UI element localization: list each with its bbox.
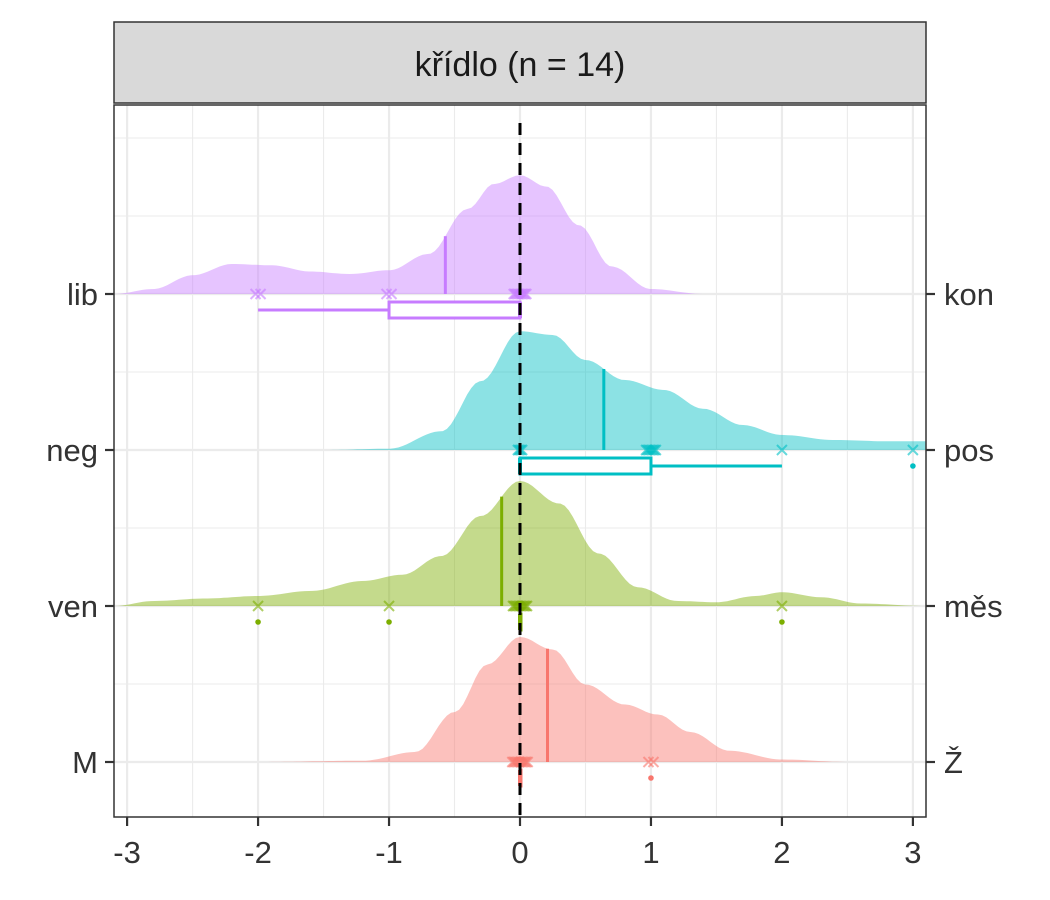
y-label-right: měs (944, 589, 1003, 624)
data-point (642, 756, 655, 768)
data-point (647, 756, 660, 768)
boxplot-outlier (910, 463, 916, 469)
boxplot-outlier (779, 619, 785, 625)
x-tick-label: -2 (244, 835, 272, 870)
y-label-left: lib (67, 277, 98, 312)
x-tick-label: -3 (113, 835, 141, 870)
data-point (907, 444, 919, 456)
boxplot-box (518, 456, 653, 476)
data-point (521, 756, 534, 768)
x-tick-label: 2 (773, 835, 790, 870)
x-tick-label: -1 (375, 835, 403, 870)
data-point (650, 444, 662, 456)
data-point (383, 600, 395, 612)
data-point (380, 288, 393, 300)
data-point (254, 288, 267, 300)
data-point (776, 600, 788, 612)
y-label-right: pos (944, 433, 994, 468)
data-point (520, 288, 533, 300)
data-point (252, 600, 264, 612)
data-point (776, 444, 788, 456)
y-label-left: ven (48, 589, 98, 624)
y-label-right: Ž (944, 745, 963, 780)
density-area (114, 637, 926, 762)
x-tick-label: 0 (511, 835, 528, 870)
data-point (521, 600, 533, 612)
boxplot-outlier (255, 619, 261, 625)
data-point (385, 288, 398, 300)
y-label-right: kon (944, 277, 994, 312)
data-point (249, 288, 262, 300)
y-label-left: neg (46, 433, 98, 468)
boxplot-box (387, 300, 522, 320)
x-tick-label: 3 (904, 835, 921, 870)
boxplot-outlier (386, 619, 392, 625)
x-tick-label: 1 (642, 835, 659, 870)
facet-title: křídlo (n = 14) (415, 46, 626, 84)
y-label-left: M (72, 745, 98, 780)
boxplot-outlier (648, 775, 654, 781)
strip-background (113, 21, 927, 104)
